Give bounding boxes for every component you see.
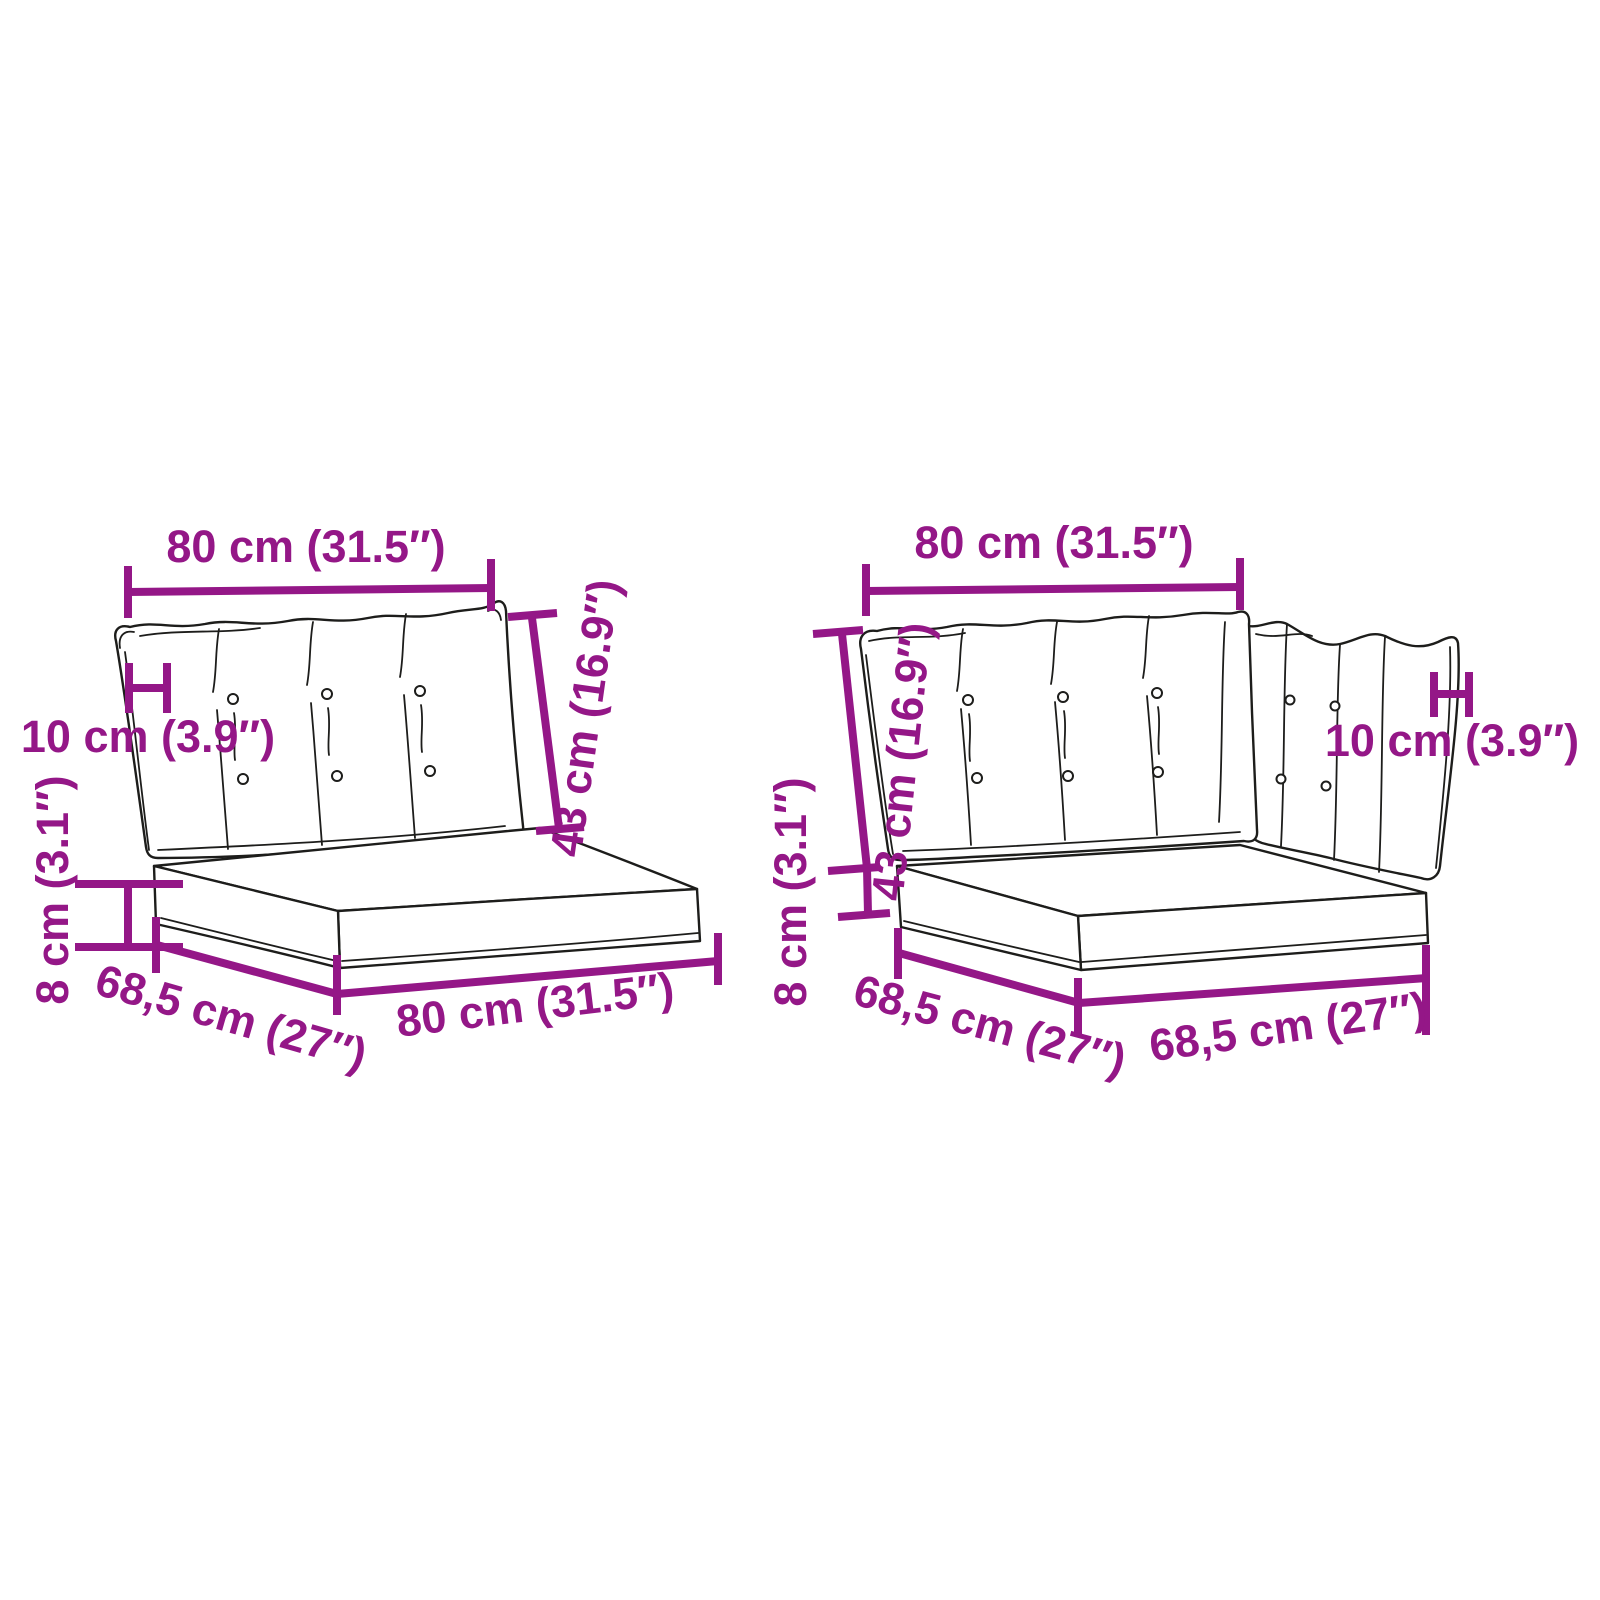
- left-back-thickness-label: 10 cm (3.9″): [21, 711, 275, 762]
- left-seat-cushion-sketch: [152, 826, 702, 970]
- left-seat-depth-label: 68,5 cm (27″): [90, 954, 372, 1080]
- right-back-width-label: 80 cm (31.5″): [914, 517, 1193, 568]
- left-back-cushion-sketch: [114, 600, 525, 860]
- right-side-thickness-label: 10 cm (3.9″): [1325, 715, 1579, 766]
- right-top-width-dim-line: [865, 583, 1241, 595]
- left-top-width-dim-line: [127, 584, 492, 596]
- right-back-cushion-sketch: [859, 610, 1259, 862]
- right-side-back-cushion-sketch: [1247, 620, 1460, 881]
- right-seat-cushion-sketch: [895, 843, 1430, 972]
- left-back-width-label: 80 cm (31.5″): [166, 521, 445, 572]
- right-cushion-set: 80 cm (31.5″) 43 cm (16.9″) 8 cm (3.1″) …: [765, 517, 1579, 1086]
- right-back-height-dim-line: [812, 626, 864, 638]
- left-back-height-dim-line: [528, 617, 563, 829]
- right-seat-thickness-label: 8 cm (3.1″): [765, 777, 816, 1006]
- left-cushion-set: 80 cm (31.5″) 10 cm (3.9″) 43 cm (16.9″)…: [21, 521, 722, 1080]
- left-seat-width-dim-line: [336, 957, 719, 998]
- right-seat-depth-label: 68,5 cm (27″): [849, 964, 1132, 1086]
- right-seat-width-dim-line: [1078, 974, 1428, 1007]
- left-back-height-label: 43 cm (16.9″): [540, 576, 629, 860]
- left-seat-thickness-label: 8 cm (3.1″): [27, 775, 78, 1004]
